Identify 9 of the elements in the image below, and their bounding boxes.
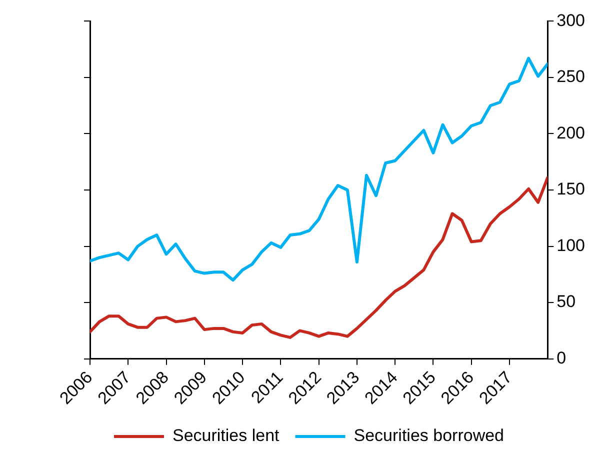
y-tick-label: 150 (556, 180, 586, 199)
y-tick-label: 100 (556, 236, 586, 255)
y-tick-label: 0 (556, 348, 566, 368)
y-tick-label: 300 (556, 10, 586, 30)
y-tick-label: 250 (556, 67, 586, 86)
legend-label: Securities lent (172, 426, 280, 446)
y-tick-label: 200 (556, 123, 586, 142)
y-tick-label: 50 (556, 292, 576, 312)
legend-label: Securities borrowed (354, 426, 504, 446)
